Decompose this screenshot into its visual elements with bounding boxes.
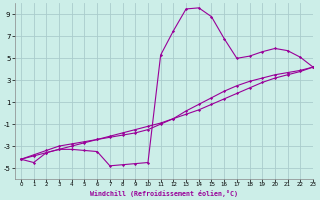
X-axis label: Windchill (Refroidissement éolien,°C): Windchill (Refroidissement éolien,°C) <box>90 190 238 197</box>
